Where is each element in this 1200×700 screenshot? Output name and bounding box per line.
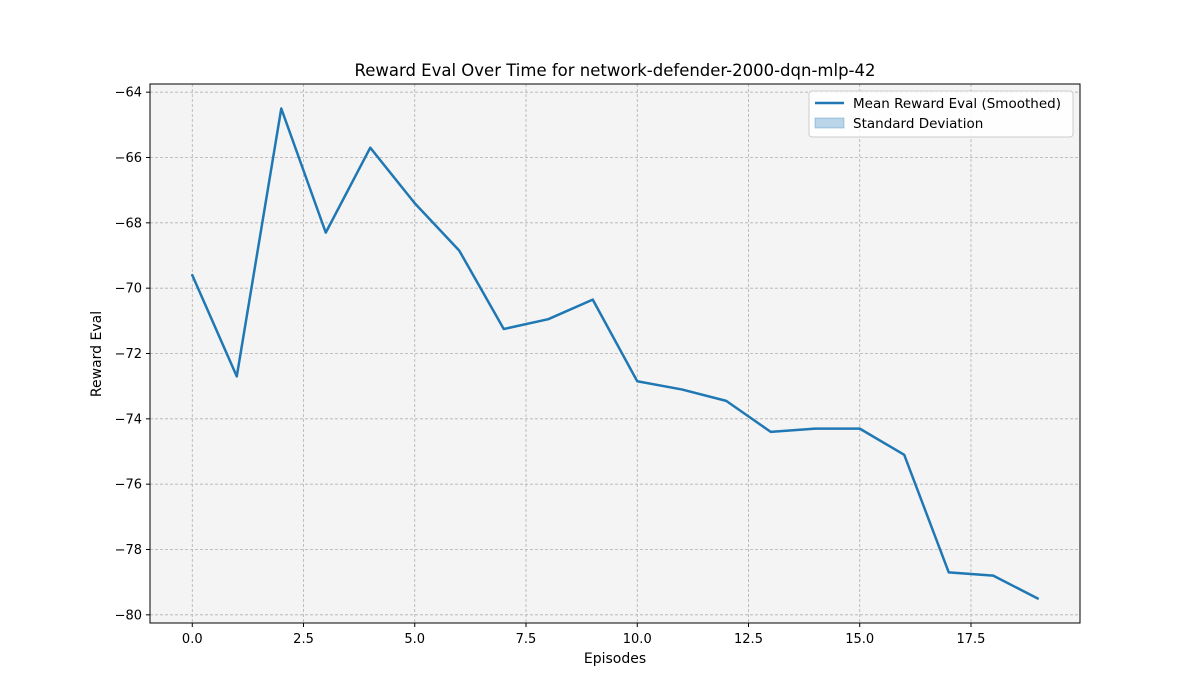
y-tick-label: −66 — [115, 151, 142, 166]
legend-patch-swatch — [814, 117, 845, 129]
series-layer — [191, 107, 1039, 600]
x-tick-label: 0.0 — [182, 632, 203, 647]
x-tick-label: 17.5 — [957, 632, 986, 647]
x-tick-label: 10.0 — [623, 632, 652, 647]
y-tick-label: −80 — [115, 608, 142, 623]
series-line-mean-reward — [191, 107, 1039, 600]
y-tick-label: −74 — [115, 412, 142, 427]
x-tick-label: 5.0 — [404, 632, 425, 647]
y-tick-label: −76 — [115, 478, 142, 493]
y-tick-label: −70 — [115, 282, 142, 297]
legend-label-mean: Mean Reward Eval (Smoothed) — [853, 96, 1061, 112]
legend-box — [808, 90, 1074, 138]
y-tick-label: −64 — [115, 86, 142, 101]
y-tick-label: −72 — [115, 347, 142, 362]
y-axis-label: Reward Eval — [89, 311, 105, 397]
x-tick-label: 15.0 — [845, 632, 874, 647]
x-tick-label: 2.5 — [293, 632, 314, 647]
x-tick-label: 12.5 — [734, 632, 763, 647]
x-tick-label: 7.5 — [516, 632, 537, 647]
legend: Mean Reward Eval (Smoothed) Standard Dev… — [808, 90, 1074, 138]
axis-ticks — [146, 91, 972, 627]
y-tick-label: −78 — [115, 543, 142, 558]
chart-title: Reward Eval Over Time for network-defend… — [354, 61, 875, 80]
axis-tick-labels: 0.0 2.5 5.0 7.5 10.0 12.5 15.0 17.5 −80 −78 −76 −74… — [115, 86, 986, 647]
x-axis-label: Episodes — [584, 651, 646, 667]
grid-lines — [150, 84, 1080, 623]
y-tick-label: −68 — [115, 216, 142, 231]
legend-label-std: Standard Deviation — [853, 116, 983, 132]
